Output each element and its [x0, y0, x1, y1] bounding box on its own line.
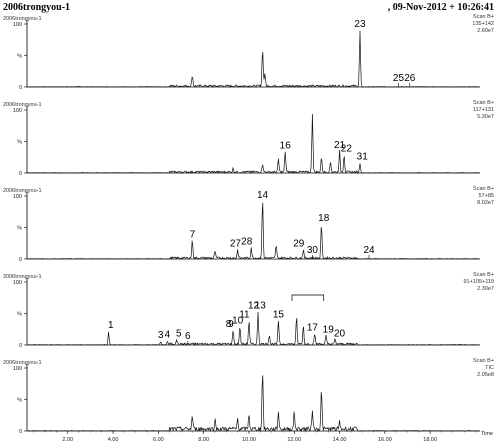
peak-label: 17: [307, 322, 319, 333]
peak-label: 15: [273, 309, 285, 320]
y-tick-label: 0: [19, 343, 22, 349]
y-tick-label: 100: [13, 108, 22, 114]
peak-label: 30: [307, 245, 319, 256]
trace-line: [26, 30, 480, 88]
y-tick-label: %: [17, 312, 22, 318]
panel-name: 2006trongyou-1: [3, 188, 42, 194]
chromatogram-panels: 2006trongyou-1 Scan B+135+1422.60e7100%02…: [3, 14, 494, 435]
y-tick-label: 100: [13, 194, 22, 200]
y-tick-label: 100: [13, 22, 22, 28]
y-tick-label: 0: [19, 171, 22, 177]
peak-label: 8: [226, 319, 232, 330]
ion-label: 117+131: [473, 107, 494, 113]
peak-label: 11: [239, 309, 250, 320]
x-tick-label: 8.00: [198, 437, 209, 443]
panel-3: 2006trongyou-1 Scan B+57+858.02e7 100% 0 7 14…: [3, 186, 494, 263]
acquisition-date-header: , 09-Nov-2012 + 10:26:41: [388, 2, 494, 13]
y-tick-label: %: [17, 54, 22, 60]
panel-name: 2006trongyou-1: [3, 360, 42, 366]
peak-label: 28: [241, 236, 253, 247]
scan-mode-label: Scan B+: [473, 186, 494, 192]
y-tick-label: %: [17, 140, 22, 146]
intensity-label: 8.02e7: [477, 200, 494, 206]
peak-label: 21: [334, 140, 346, 151]
scan-mode-label: Scan B+: [473, 14, 494, 20]
trace-line: [26, 375, 480, 433]
intensity-label: 2.30e7: [477, 286, 494, 292]
y-tick-label: 0: [19, 257, 22, 263]
peak-label: 29: [293, 239, 305, 250]
peak-group-bracket: [291, 294, 325, 301]
peak-label: 19: [323, 325, 335, 336]
peak-label: 31: [357, 152, 369, 163]
ion-label: 135+142: [472, 21, 494, 27]
x-tick-label: 12.00: [287, 437, 301, 443]
panel-4: 2006trongyou-1 Scan B+91+105+1192.30e7100…: [3, 272, 494, 349]
peak-label: 13: [255, 301, 267, 312]
intensity-label: 5.30e7: [477, 114, 494, 120]
panel-name: 2006trongyou-1: [3, 16, 42, 22]
peak-label: 10: [232, 315, 244, 326]
trace-line: [26, 202, 480, 261]
ion-label: TIC: [485, 365, 494, 371]
intensity-label: 2.05e8: [477, 372, 494, 378]
peak-label: 1: [108, 320, 114, 331]
time-axis: 2.00 4.00 6.00 8.00 10.00 12.00 14.00 16.00 18.0…: [33, 431, 493, 443]
trace-line: [26, 311, 480, 346]
peak-label: 6: [185, 331, 191, 342]
peak-label: 5: [176, 328, 182, 339]
y-tick-label: 0: [19, 429, 22, 435]
peak-label: 26: [404, 73, 416, 84]
peak-label: 3: [158, 330, 164, 341]
peak-label: 22: [341, 143, 353, 154]
y-tick-label: 0: [19, 85, 22, 91]
panel-name: 2006trongyou-1: [3, 274, 42, 280]
x-tick-label: 16.00: [378, 437, 392, 443]
x-tick-label: 14.00: [333, 437, 347, 443]
x-tick-label: 18.00: [423, 437, 437, 443]
peak-label: 16: [280, 140, 292, 151]
peak-label: 9: [228, 319, 234, 330]
peak-label: 7: [190, 229, 196, 240]
peak-label: 27: [230, 239, 242, 250]
peak-label: 24: [363, 245, 375, 256]
y-tick-label: 100: [13, 280, 22, 286]
x-axis-label: Time: [481, 431, 493, 437]
y-tick-label: %: [17, 398, 22, 404]
ion-label: 57+85: [479, 193, 494, 199]
y-tick-label: 100: [13, 366, 22, 372]
peak-label: 18: [318, 213, 330, 224]
x-tick-label: 2.00: [62, 437, 73, 443]
peak-label: 23: [354, 19, 366, 30]
peak-label: 4: [165, 329, 171, 340]
intensity-label: 2.60e7: [477, 28, 494, 34]
ion-label: 91+105+119: [464, 279, 495, 285]
y-tick-label: %: [17, 226, 22, 232]
trace-line: [26, 113, 480, 174]
scan-mode-label: Scan B+: [473, 100, 494, 106]
panel-name: 2006trongyou-1: [3, 102, 42, 108]
sample-name-header: 2006trongyou-1: [3, 2, 70, 13]
x-tick-label: 6.00: [153, 437, 164, 443]
peak-label: 14: [257, 190, 269, 201]
peak-label: 20: [334, 328, 346, 339]
peak-label: 25: [393, 73, 405, 84]
scan-mode-label: Scan B+: [473, 358, 494, 364]
x-tick-label: 4.00: [108, 437, 119, 443]
scan-mode-label: Scan B+: [473, 272, 494, 278]
peak-label: 12: [248, 301, 260, 312]
x-tick-label: 10.00: [242, 437, 256, 443]
